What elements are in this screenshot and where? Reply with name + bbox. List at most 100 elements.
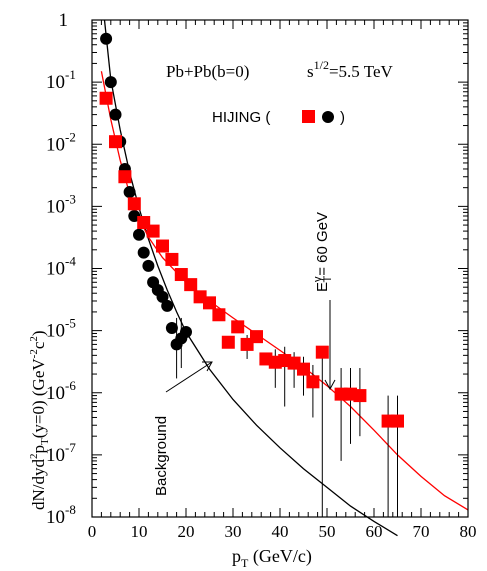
y-tick-base: 10: [46, 196, 65, 217]
data-point-circle: [165, 322, 178, 335]
data-point-square: [109, 135, 122, 149]
y-tick-label: 10-7: [46, 440, 76, 466]
y-label-part-2: p: [29, 445, 48, 454]
legend-close: ): [340, 109, 345, 126]
data-point-square: [221, 335, 235, 349]
data-point-circle: [123, 186, 136, 199]
y-tick-exponent: -7: [65, 440, 76, 455]
et-tail: = 60 GeV: [314, 212, 331, 276]
y-tick-exponent: -6: [65, 378, 76, 393]
y-tick-label: 10-5: [46, 316, 76, 342]
energy-label: s1/2=5.5 TeV: [307, 58, 393, 81]
x-tick-label: 0: [88, 522, 97, 541]
legend-circle-marker: [322, 111, 334, 123]
x-tick-label: 20: [178, 522, 195, 541]
y-tick-base: 10: [46, 507, 65, 528]
x-tick-label: 30: [225, 522, 242, 541]
points-layer: [99, 32, 404, 428]
x-axis-label-main: p: [232, 546, 241, 566]
ticks-layer: [91, 19, 469, 518]
et-annotation: EγT= 60 GeV: [312, 212, 334, 292]
x-axis-label-sub: T: [241, 556, 249, 570]
y-label-part-7: 2: [28, 336, 40, 342]
data-point-square: [212, 308, 226, 322]
x-tick-label: 50: [319, 522, 336, 541]
background-annotation: Background: [153, 416, 170, 496]
y-tick-exponent: -4: [65, 254, 76, 269]
y-tick-label: 10-4: [46, 254, 76, 280]
y-label-part-6: c: [29, 341, 48, 349]
data-point-square: [353, 389, 367, 403]
y-tick-base: 1: [59, 10, 69, 31]
x-tick-label: 40: [272, 522, 289, 541]
data-point-square: [184, 278, 198, 292]
data-point-circle: [161, 299, 174, 312]
data-point-circle: [104, 76, 117, 89]
y-label-part-5: -2: [28, 349, 40, 358]
y-tick-base: 10: [46, 321, 65, 342]
background-arrow: [165, 361, 213, 393]
y-tick-exponent: -8: [65, 502, 76, 517]
x-tick-label: 70: [413, 522, 430, 541]
data-point-circle: [156, 290, 169, 303]
data-point-circle: [180, 326, 192, 339]
y-tick-base: 10: [46, 134, 65, 155]
data-point-square: [203, 296, 216, 310]
background-curve: [103, 19, 398, 537]
y-tick-label: 10-1: [46, 67, 76, 93]
y-label-part-8: ): [29, 330, 48, 336]
y-tick-exponent: -5: [65, 316, 76, 331]
y-tick-base: 10: [46, 383, 65, 404]
energy-label-sup: 1/2: [314, 58, 329, 72]
y-tick-label: 10-6: [46, 378, 76, 404]
data-point-square: [127, 197, 141, 211]
y-label-part-1: 2: [28, 454, 40, 460]
y-tick-base: 10: [46, 445, 65, 466]
et-sub: T: [322, 275, 334, 282]
legend-square-marker: [302, 110, 315, 123]
data-point-square: [297, 362, 310, 376]
data-point-square: [156, 239, 169, 253]
y-label-part-4: (y=0) (GeV: [29, 358, 48, 439]
x-tick-label: 80: [460, 522, 477, 541]
y-axis-label: dN/dyd2pT(y=0) (GeV-2c2): [28, 330, 51, 510]
data-point-circle: [109, 108, 122, 121]
labels-layer: 0 10 20 30 40 50 60 70 80110-110-210-310-410-510…: [46, 10, 477, 541]
et-sup: γ: [312, 276, 324, 282]
y-tick-label: 10-2: [46, 129, 76, 155]
data-point-circle: [142, 259, 155, 272]
data-point-square: [146, 224, 160, 238]
legend-label: HIJING (: [212, 109, 270, 126]
chart-title: Pb+Pb(b=0): [166, 62, 249, 81]
y-tick-exponent: -3: [65, 191, 76, 206]
background-arrow-head: [202, 361, 213, 372]
et-arrow-head: [324, 379, 336, 391]
data-point-square: [315, 345, 329, 359]
errorbars-layer: [176, 317, 398, 517]
y-tick-exponent: -1: [65, 67, 76, 82]
energy-label-main: s: [307, 62, 314, 81]
et-main: E: [314, 282, 331, 292]
y-tick-base: 10: [46, 259, 65, 280]
data-point-square: [165, 252, 179, 266]
y-tick-exponent: -2: [65, 129, 76, 144]
y-tick-label: 10-8: [46, 502, 76, 528]
data-point-square: [118, 170, 132, 184]
data-point-circle: [133, 228, 145, 241]
x-tick-label: 60: [366, 522, 383, 541]
y-label-part-3: T: [39, 438, 51, 445]
y-tick-label: 10-3: [46, 191, 76, 217]
data-point-square: [99, 91, 113, 105]
y-tick-label: 1: [59, 10, 69, 31]
x-tick-label: 10: [131, 522, 148, 541]
data-point-square: [306, 375, 320, 389]
data-point-square: [174, 268, 188, 282]
y-label-part-0: dN/dyd: [29, 459, 48, 511]
y-tick-base: 10: [46, 72, 65, 93]
data-point-circle: [137, 246, 150, 259]
data-point-circle: [100, 32, 113, 45]
x-axis-label-tail: (GeV/c): [248, 546, 311, 567]
data-point-square: [391, 414, 404, 428]
data-point-square: [250, 330, 263, 344]
